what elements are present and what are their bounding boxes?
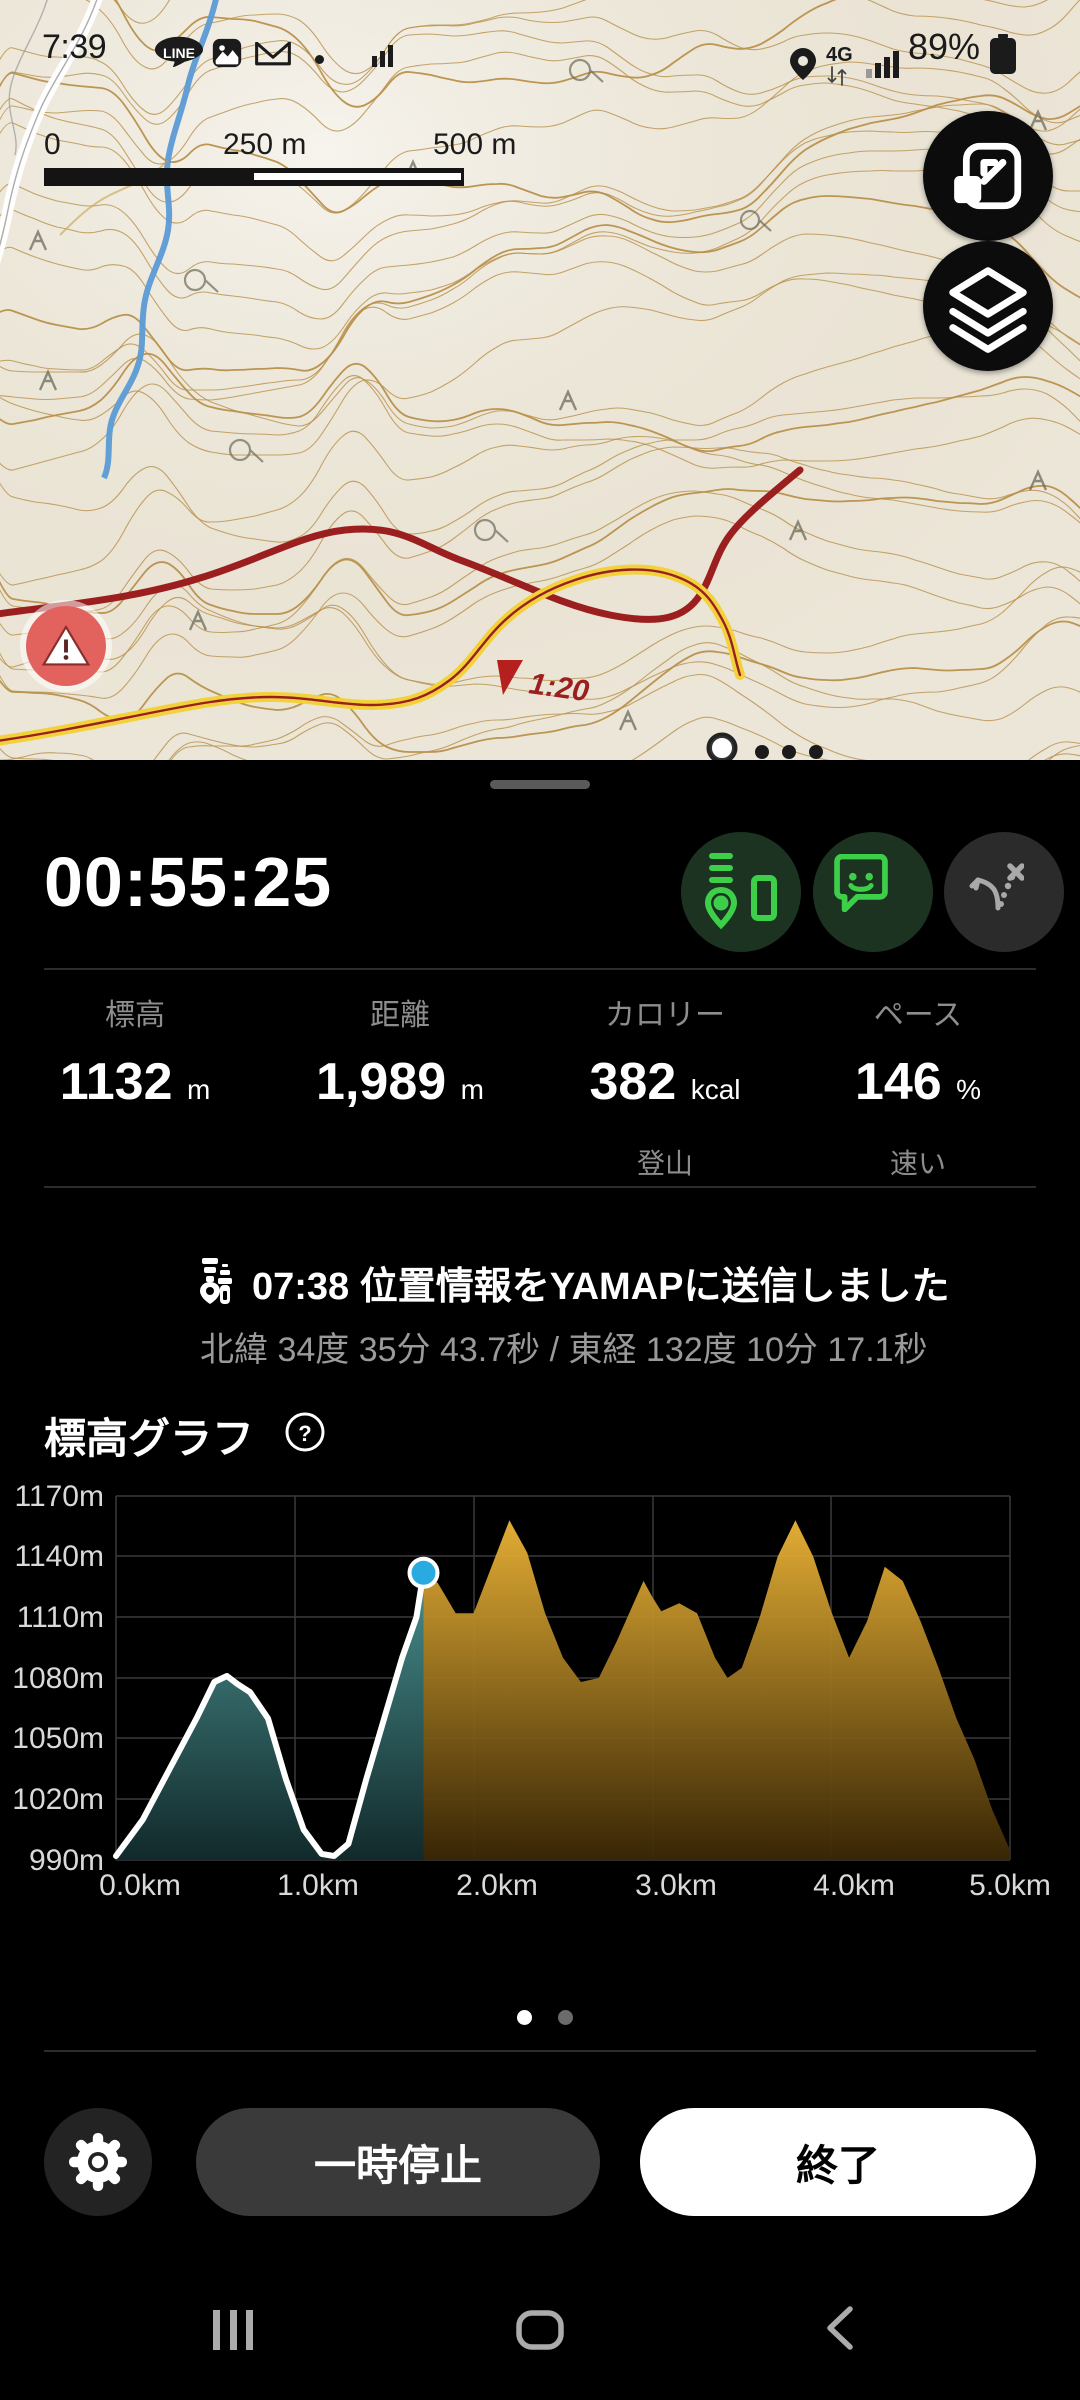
svg-text:1080m: 1080m — [12, 1662, 104, 1695]
svg-text:990m: 990m — [29, 1844, 104, 1877]
svg-text:5.0km: 5.0km — [969, 1869, 1051, 1900]
svg-text:1110m: 1110m — [17, 1601, 104, 1634]
svg-text:0.0km: 0.0km — [99, 1869, 181, 1900]
svg-text:1.0km: 1.0km — [277, 1869, 359, 1900]
svg-text:1170m: 1170m — [14, 1480, 104, 1513]
svg-text:1020m: 1020m — [12, 1783, 104, 1816]
svg-text:LINE: LINE — [163, 45, 195, 61]
svg-text:4.0km: 4.0km — [813, 1869, 895, 1900]
svg-text:?: ? — [298, 1421, 311, 1446]
svg-text:1050m: 1050m — [12, 1722, 104, 1755]
svg-text:2.0km: 2.0km — [456, 1869, 538, 1900]
svg-text:1140m: 1140m — [14, 1540, 104, 1573]
svg-text:3.0km: 3.0km — [635, 1869, 717, 1900]
